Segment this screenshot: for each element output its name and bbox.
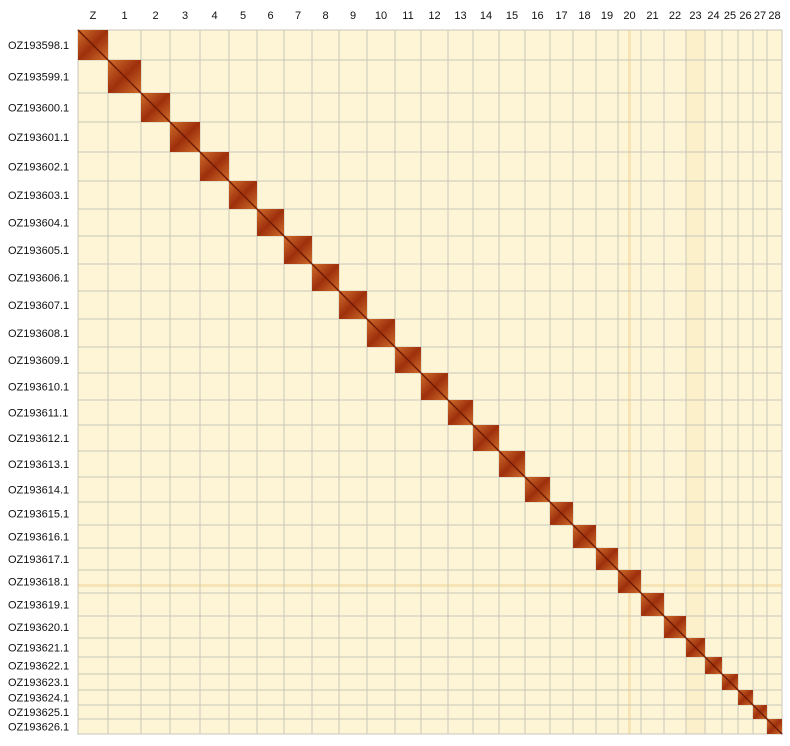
column-label: 3 [182,10,188,22]
diagonal [228,180,258,210]
diagonal [685,637,706,658]
stripe [78,584,782,587]
row-label: OZ193626.1 [8,721,69,733]
column-label: 20 [623,10,635,22]
column-label: 7 [295,10,301,22]
diagonal [338,290,368,320]
column-label: 22 [669,10,681,22]
row-label: OZ193612.1 [8,433,69,445]
column-label: 23 [689,10,701,22]
row-label: OZ193599.1 [8,71,69,83]
row-label: OZ193625.1 [8,707,69,719]
column-label: 5 [240,10,246,22]
row-label: OZ193608.1 [8,328,69,340]
stripe [628,30,631,734]
diagonal [752,704,768,720]
column-label: 12 [428,10,440,22]
row-label: OZ193605.1 [8,245,69,257]
diagonal [663,615,687,639]
column-label: 6 [267,10,273,22]
column-label: 15 [506,10,518,22]
column-label: 1 [121,10,127,22]
row-label: OZ193617.1 [8,554,69,566]
diagonal [549,501,574,526]
diagonal [572,524,597,549]
column-label: Z [90,10,97,22]
diagonal [595,547,619,571]
row-label: OZ193620.1 [8,622,69,634]
row-label: OZ193618.1 [8,576,69,588]
diagonal [704,656,723,675]
column-label: 26 [739,10,751,22]
diagonal [472,424,500,452]
column-label: 10 [375,10,387,22]
stripe [686,30,705,734]
row-label: OZ193602.1 [8,161,69,173]
diagonal [256,208,285,237]
row-label: OZ193621.1 [8,642,69,654]
column-label: 9 [350,10,356,22]
column-label: 16 [531,10,543,22]
column-label: 21 [646,10,658,22]
diagonal [447,399,474,426]
diagonal [524,476,551,503]
row-label: OZ193613.1 [8,459,69,471]
column-label: 18 [578,10,590,22]
column-label: 28 [768,10,780,22]
column-label: 2 [152,10,158,22]
diagonal [617,569,642,594]
column-label: 19 [601,10,613,22]
row-label: OZ193623.1 [8,677,69,689]
diagonal [420,372,449,401]
row-label: OZ193611.1 [8,407,68,419]
column-label: 24 [707,10,719,22]
row-label: OZ193614.1 [8,484,69,496]
column-label: 14 [480,10,492,22]
column-label: 17 [555,10,567,22]
row-label: OZ193610.1 [8,381,69,393]
column-label: 25 [724,10,736,22]
column-label: 4 [211,10,217,22]
diagonal [199,151,230,182]
row-label: OZ193619.1 [8,599,69,611]
row-label: OZ193607.1 [8,300,69,312]
diagonal [640,592,665,617]
column-label: 8 [322,10,328,22]
row-label: OZ193601.1 [8,132,69,144]
column-label: 13 [454,10,466,22]
diagonal [737,689,754,706]
row-label: OZ193603.1 [8,190,69,202]
diagonal [366,318,396,348]
diagonal [169,121,201,153]
diagonal [77,29,109,61]
row-label: OZ193622.1 [8,660,69,672]
column-label: 11 [402,10,413,22]
row-label: OZ193604.1 [8,217,69,229]
diagonal [311,263,340,292]
row-label: OZ193615.1 [8,508,69,520]
column-label: 27 [754,10,766,22]
diagonal [107,59,142,94]
diagonal [498,450,526,478]
diagonal [140,92,171,123]
row-label: OZ193600.1 [8,102,69,114]
row-label: OZ193624.1 [8,692,69,704]
diagonal [721,673,739,691]
row-label: OZ193606.1 [8,272,69,284]
row-label: OZ193598.1 [8,40,69,52]
row-label: OZ193616.1 [8,531,69,543]
diagonal [283,235,313,265]
row-label: OZ193609.1 [8,355,69,367]
diagonal [766,718,783,735]
diagonal [394,346,422,374]
